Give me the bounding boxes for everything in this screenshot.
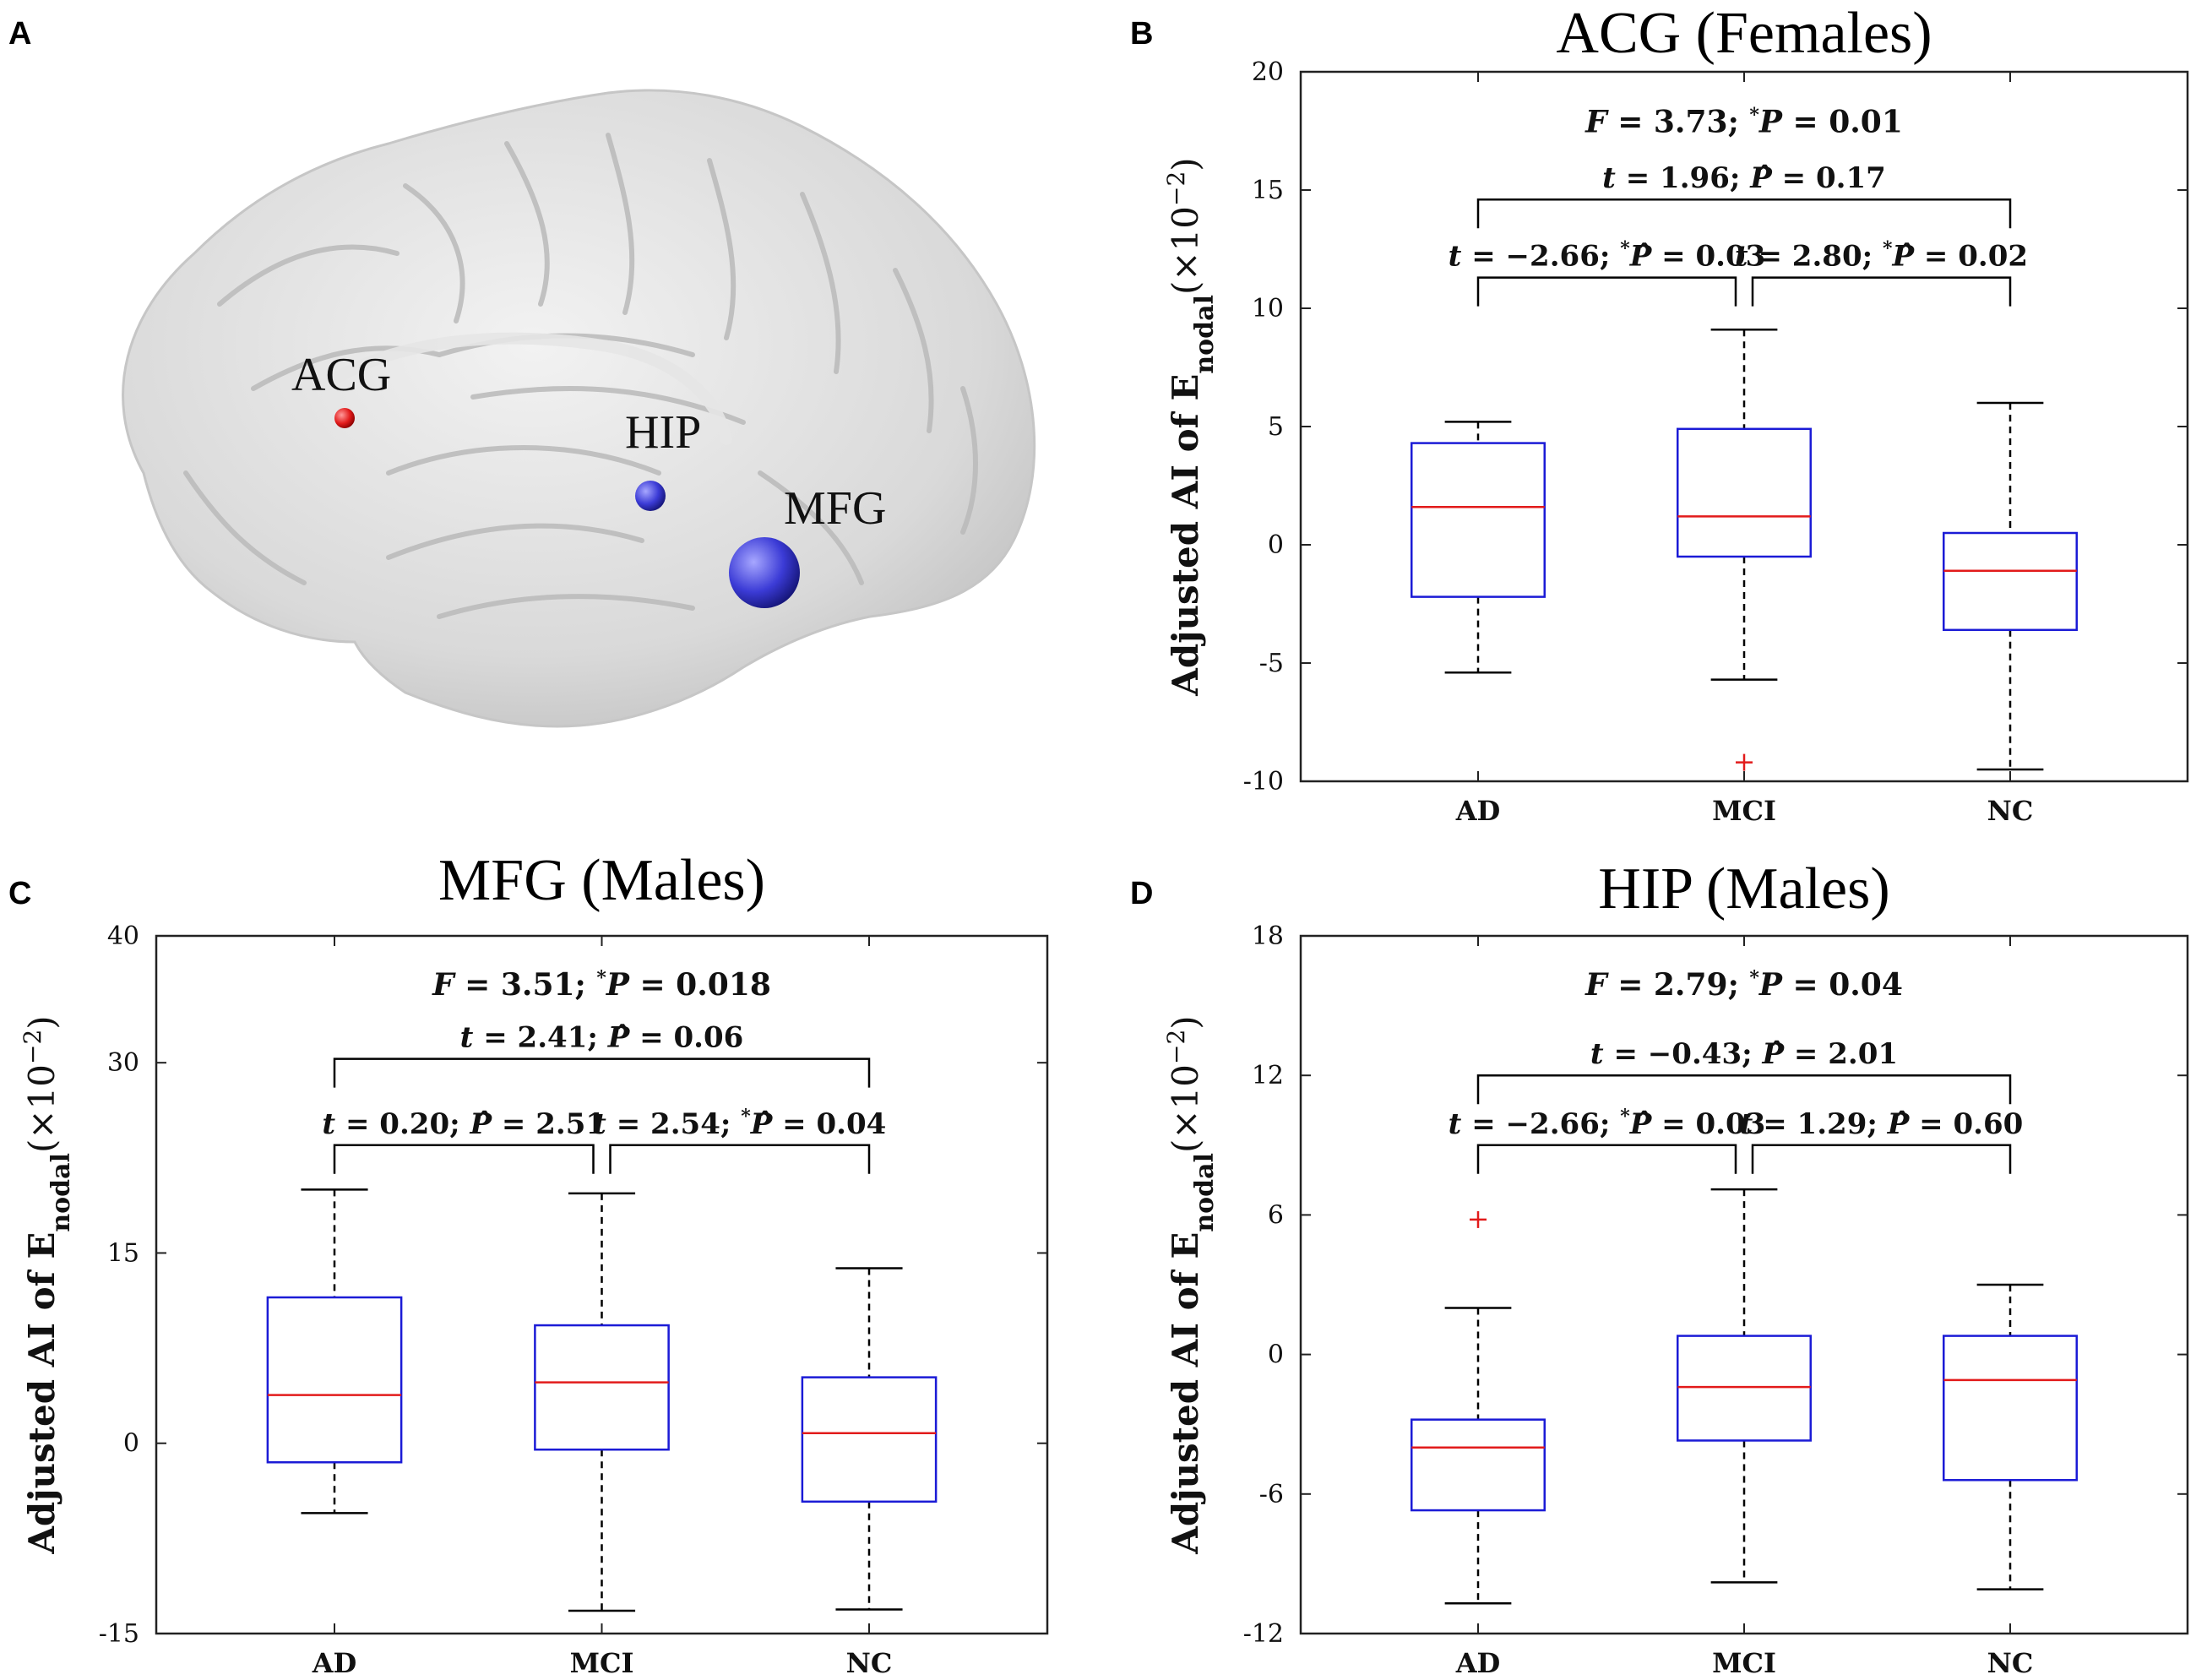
y-tick-label: 12 — [1252, 1061, 1284, 1090]
x-category-label: MCI — [1712, 1647, 1776, 1679]
bracket-annotation: t = 1.96; P̂ = 0.17 — [1602, 161, 1886, 195]
box-iqr — [1677, 427, 1812, 558]
y-tick-label: 6 — [1268, 1200, 1284, 1230]
x-category-label: AD — [1455, 1647, 1501, 1679]
box-iqr — [534, 1324, 670, 1451]
significance-bracket — [333, 1144, 595, 1174]
x-category-label: MCI — [570, 1647, 634, 1679]
bracket-annotation: t = 0.20; P̂ = 2.51 — [322, 1107, 606, 1141]
y-tick-label: 40 — [107, 922, 139, 951]
x-category-label: NC — [1987, 1647, 2034, 1679]
panel-a-letter: A — [8, 16, 31, 52]
mfg-marker — [729, 537, 800, 608]
bracket-annotation: t = 2.41; P̂ = 0.06 — [460, 1021, 744, 1055]
box-iqr — [801, 1376, 938, 1503]
y-tick-label: 30 — [107, 1048, 139, 1078]
panel-letter: C — [8, 876, 31, 911]
y-tick-label: 18 — [1252, 922, 1284, 951]
significance-bracket — [1476, 276, 1737, 307]
x-category-label: NC — [1987, 795, 2034, 827]
panel-letter: B — [1130, 16, 1153, 52]
box-iqr — [1943, 1335, 2078, 1482]
y-tick-label: 5 — [1268, 412, 1284, 442]
box-iqr — [1411, 442, 1546, 598]
y-tick-label: 0 — [123, 1429, 139, 1459]
panel-letter: D — [1130, 876, 1153, 911]
bracket-annotation: t = −2.66; *P̂ = 0.03 — [1449, 1106, 1766, 1141]
bracket-annotation: t = 2.54; *P̂ = 0.04 — [593, 1106, 886, 1141]
mfg-label: MFG — [784, 482, 886, 535]
panel-b-chart: B ACG (Females) -10 -5 0 5 10 15 20 Adjusted AI o… — [1130, 1, 2189, 827]
significance-bracket — [333, 1057, 871, 1088]
x-category-label: AD — [312, 1647, 357, 1679]
y-tick-label: 20 — [1252, 57, 1284, 87]
y-axis-label: Adjusted AI of Enodal(×10−2) — [19, 1015, 76, 1554]
significance-bracket — [1751, 276, 2012, 307]
acg-marker — [334, 408, 355, 428]
acg-label: ACG — [291, 349, 391, 401]
box-iqr — [1943, 531, 2078, 632]
significance-bracket — [1476, 1144, 1737, 1174]
box-iqr — [266, 1296, 403, 1464]
bracket-annotation: t = −0.43; P̂ = 2.01 — [1590, 1037, 1898, 1071]
f-statistic: F = 3.73; *P = 0.01 — [1584, 104, 1903, 139]
significance-bracket — [609, 1144, 871, 1174]
panel-c-chart: C MFG (Males) -15 0 15 30 40 Adjusted AI of Eno… — [8, 848, 1049, 1679]
bracket-annotation: t = 1.29; P̂ = 0.60 — [1740, 1107, 2024, 1141]
brain-surface — [122, 89, 1036, 728]
box-iqr — [1677, 1335, 1812, 1442]
y-tick-label: 15 — [1252, 176, 1284, 205]
panel-a-brain: A — [8, 16, 1036, 728]
y-tick-label: -6 — [1259, 1480, 1284, 1509]
box-iqr — [1411, 1418, 1546, 1512]
x-category-label: AD — [1455, 795, 1501, 827]
y-tick-label: 0 — [1268, 530, 1284, 560]
chart-title: MFG (Males) — [438, 848, 765, 913]
y-tick-label: 10 — [1252, 294, 1284, 323]
y-tick-label: -10 — [1243, 767, 1284, 797]
x-category-label: NC — [846, 1647, 893, 1679]
y-axis-label: Adjusted AI of Enodal(×10−2) — [1162, 157, 1220, 696]
hip-marker — [635, 481, 666, 511]
chart-title: ACG (Females) — [1556, 1, 1932, 66]
hip-label: HIP — [625, 406, 701, 459]
y-tick-label: -5 — [1259, 649, 1284, 678]
y-tick-label: -12 — [1243, 1619, 1284, 1649]
x-category-label: MCI — [1712, 795, 1776, 827]
y-axis-label: Adjusted AI of Enodal(×10−2) — [1162, 1015, 1220, 1554]
y-tick-label: -15 — [99, 1619, 139, 1649]
bracket-annotation: t = 2.80; *P̂ = 0.02 — [1735, 238, 2028, 274]
y-tick-label: 15 — [107, 1238, 139, 1268]
significance-bracket — [1476, 1074, 2012, 1105]
y-tick-label: 0 — [1268, 1340, 1284, 1370]
f-statistic: F = 2.79; *P = 0.04 — [1584, 967, 1903, 1003]
f-statistic: F = 3.51; *P = 0.018 — [432, 967, 771, 1003]
panel-d-chart: D HIP (Males) -12 -6 0 6 12 18 Adjusted AI of En… — [1130, 856, 2189, 1679]
chart-title: HIP (Males) — [1598, 856, 1889, 922]
significance-bracket — [1751, 1144, 2012, 1174]
bracket-annotation: t = −2.66; *P̂ = 0.03 — [1449, 238, 1766, 274]
significance-bracket — [1476, 198, 2012, 229]
